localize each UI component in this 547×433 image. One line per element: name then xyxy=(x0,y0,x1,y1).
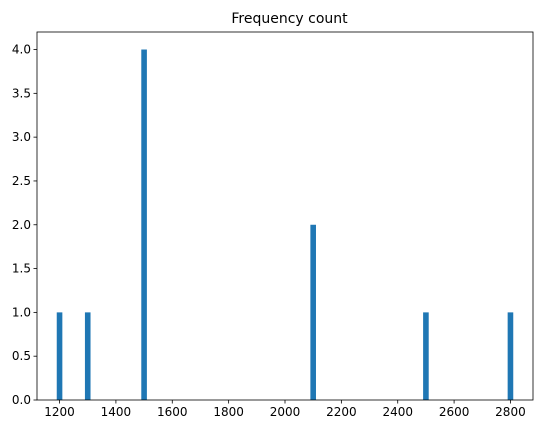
x-axis-ticks: 1200 1400 1600 1800 2000 2200 2400 2600 2800 xyxy=(44,400,526,419)
x-tick-label: 2200 xyxy=(326,405,357,419)
x-tick-label: 1200 xyxy=(44,405,75,419)
y-tick-label: 2.5 xyxy=(12,174,31,188)
axes-layer xyxy=(36,31,534,401)
x-tick-label: 1400 xyxy=(101,405,132,419)
x-tick-label: 2400 xyxy=(382,405,413,419)
y-tick-label: 3.5 xyxy=(12,86,31,100)
y-tick-label: 0.0 xyxy=(12,393,31,407)
y-tick-label: 1.0 xyxy=(12,305,31,319)
y-tick-label: 0.5 xyxy=(12,349,31,363)
bar-1200 xyxy=(56,312,63,400)
x-tick-label: 1800 xyxy=(213,405,244,419)
bar-2500 xyxy=(423,312,429,400)
x-tick-label: 1600 xyxy=(157,405,188,419)
bars-layer xyxy=(56,49,514,401)
bar-2100 xyxy=(310,224,316,400)
chart-title: Frequency count xyxy=(231,11,348,27)
y-tick-label: 1.5 xyxy=(12,262,31,276)
y-axis-ticks: 0.0 0.5 1.0 1.5 2.0 2.5 3.0 3.5 4.0 xyxy=(12,43,37,407)
x-tick-label: 2000 xyxy=(270,405,301,419)
y-tick-label: 3.0 xyxy=(12,130,31,144)
x-tick-label: 2800 xyxy=(495,405,526,419)
x-tick-label: 2600 xyxy=(439,405,470,419)
bar-1500 xyxy=(141,49,147,401)
bar-2800 xyxy=(507,312,514,400)
y-tick-label: 4.0 xyxy=(12,43,31,57)
y-tick-label: 2.0 xyxy=(12,218,31,232)
plot-frame xyxy=(36,31,534,401)
bar-1300 xyxy=(84,312,91,400)
